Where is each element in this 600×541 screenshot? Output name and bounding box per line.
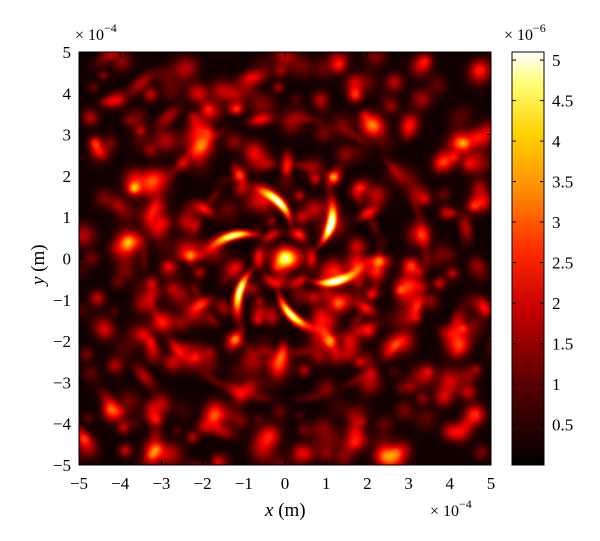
heatmap-image	[79, 52, 491, 465]
x-tick-label: −2	[194, 474, 212, 493]
colorbar-tick-label: 0.5	[552, 416, 573, 435]
colorbar: 5 4.5 4 3.5 3 2.5 2 1.5 1 0.5 × 10−6	[504, 21, 573, 466]
colorbar-tick-label: 1	[552, 375, 561, 394]
colorbar-tick-label: 4.5	[552, 92, 573, 111]
colorbar-tick-label: 3	[552, 213, 561, 232]
y-tick-label: 1	[63, 208, 72, 227]
colorbar-tick-label: 5	[552, 51, 561, 70]
colorbar-tick-label: 4	[552, 132, 561, 151]
x-tick-label: 2	[363, 474, 372, 493]
x-axis-multiplier: × 10−4	[430, 497, 472, 520]
y-axis-label: y (m)	[28, 244, 49, 287]
x-tick-label: −3	[152, 474, 170, 493]
x-tick-label: 4	[446, 474, 455, 493]
y-axis: 5 4 3 2 1 0 −1 −2 −3 −4 −5	[53, 43, 491, 475]
heatmap-plot-area	[78, 51, 492, 466]
x-tick-label: 3	[404, 474, 413, 493]
x-tick-label: 1	[322, 474, 331, 493]
y-tick-label: 2	[63, 167, 72, 186]
y-tick-label: 4	[63, 84, 72, 103]
colorbar-tick-label: 2.5	[552, 254, 573, 273]
x-tick-label: 0	[281, 474, 290, 493]
colorbar-tick-label: 1.5	[552, 335, 573, 354]
colorbar-gradient	[511, 51, 545, 466]
y-tick-label: −3	[53, 373, 71, 392]
colorbar-tick-label: 2	[552, 294, 561, 313]
y-tick-label: −2	[53, 332, 71, 351]
x-tick-label: 5	[487, 474, 496, 493]
x-tick-label: −4	[111, 474, 130, 493]
y-tick-label: −5	[53, 456, 71, 475]
colorbar-tick-label: 3.5	[552, 173, 573, 192]
y-tick-label: 3	[63, 126, 72, 145]
x-tick-label: −5	[70, 474, 88, 493]
y-tick-label: 5	[63, 43, 72, 62]
y-tick-label: −4	[53, 415, 72, 434]
x-tick-label: −1	[235, 474, 253, 493]
x-axis-label: x (m)	[264, 500, 306, 521]
x-axis: −5 −4 −3 −2 −1 0 1 2 3 4 5	[70, 52, 495, 493]
y-tick-label: −1	[53, 291, 71, 310]
y-tick-label: 0	[63, 250, 72, 269]
y-axis-multiplier: × 10−4	[75, 21, 117, 44]
colorbar-ticks: 5 4.5 4 3.5 3 2.5 2 1.5 1 0.5	[512, 51, 573, 435]
colorbar-multiplier: × 10−6	[504, 21, 546, 44]
